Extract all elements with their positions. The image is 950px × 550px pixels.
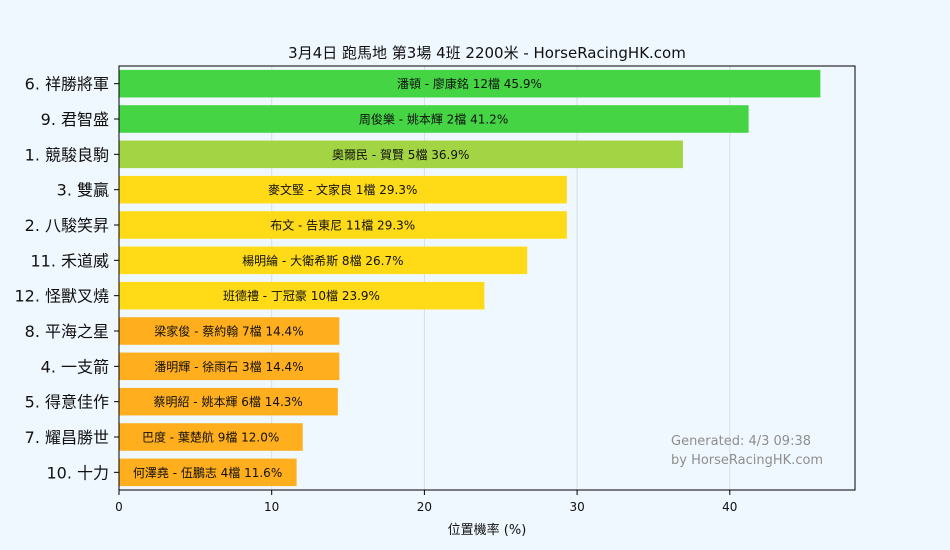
bar xyxy=(119,281,485,310)
bar-data-label: 巴度 - 葉楚航 9檔 12.0% xyxy=(142,430,279,445)
plot-frame xyxy=(118,65,856,491)
bar xyxy=(119,140,683,169)
y-tick-label: 11. 禾道威 xyxy=(30,251,109,270)
y-tick-label: 10. 十力 xyxy=(46,463,109,482)
bar-labels: 潘頓 - 廖康銘 12檔 45.9% 周俊樂 - 姚本輝 2檔 41.2% 奧爾民 … xyxy=(133,76,542,480)
y-tick-label: 8. 平海之星 xyxy=(25,322,109,341)
watermark-generated: Generated: 4/3 09:38 xyxy=(671,434,811,449)
bars xyxy=(119,69,821,487)
bar-data-label: 麥文堅 - 文家良 1檔 29.3% xyxy=(268,182,417,197)
x-axis-ticks: 0 10 20 30 40 xyxy=(115,490,737,514)
bar-data-label: 梁家俊 - 蔡約翰 7檔 14.4% xyxy=(154,324,303,339)
y-tick-label: 6. 祥勝將軍 xyxy=(25,75,109,94)
y-tick-label: 12. 怪獸叉燒 xyxy=(14,287,109,306)
bar xyxy=(119,423,303,451)
bar-data-label: 潘頓 - 廖康銘 12檔 45.9% xyxy=(397,76,542,91)
bar-data-label: 周俊樂 - 姚本輝 2檔 41.2% xyxy=(359,112,508,127)
x-tick-label: 0 xyxy=(115,500,123,514)
watermark-site: by HorseRacingHK.com xyxy=(671,453,823,468)
bar xyxy=(119,246,528,275)
bar xyxy=(119,387,338,416)
chart-title: 3月4日 跑馬地 第3場 4班 2200米 - HorseRacingHK.co… xyxy=(288,44,686,62)
grid-lines xyxy=(271,66,731,490)
bar-data-label: 何澤堯 - 伍鵬志 4檔 11.6% xyxy=(133,466,282,480)
bar xyxy=(119,105,749,133)
y-tick-label: 3. 雙贏 xyxy=(57,181,109,200)
bar-data-label: 楊明綸 - 大衛希斯 8檔 26.7% xyxy=(242,253,403,268)
x-axis-label: 位置機率 (%) xyxy=(448,522,527,538)
y-axis-labels: 6. 祥勝將軍 9. 君智盛 1. 競駿良駒 3. 雙贏 2. 八駿笑昇 11. 禾道威 1… xyxy=(14,75,119,482)
bar-data-label: 布文 - 告東尼 11檔 29.3% xyxy=(270,218,415,233)
bar-data-label: 奧爾民 - 賀賢 5檔 36.9% xyxy=(332,148,469,162)
y-tick-label: 4. 一支箭 xyxy=(41,357,109,376)
bar-data-label: 潘明輝 - 徐雨石 3檔 14.4% xyxy=(154,359,303,374)
y-tick-label: 5. 得意佳作 xyxy=(25,393,109,412)
y-tick-label: 1. 競駿良駒 xyxy=(25,145,109,164)
bar xyxy=(119,175,567,204)
bar xyxy=(119,352,340,381)
bar xyxy=(119,69,821,98)
bar-data-label: 班德禮 - 丁冠豪 10檔 23.9% xyxy=(223,288,380,303)
bar-data-label: 蔡明紹 - 姚本輝 6檔 14.3% xyxy=(153,395,302,409)
x-tick-label: 30 xyxy=(569,500,584,514)
y-tick-label: 2. 八駿笑昇 xyxy=(25,216,109,235)
bar xyxy=(119,458,297,487)
x-tick-label: 10 xyxy=(264,500,279,514)
x-tick-label: 40 xyxy=(722,500,737,514)
y-tick-label: 9. 君智盛 xyxy=(41,110,109,129)
bar xyxy=(119,211,567,239)
bar xyxy=(119,317,340,345)
x-tick-label: 20 xyxy=(417,500,432,514)
y-tick-label: 7. 耀昌勝世 xyxy=(25,428,109,447)
